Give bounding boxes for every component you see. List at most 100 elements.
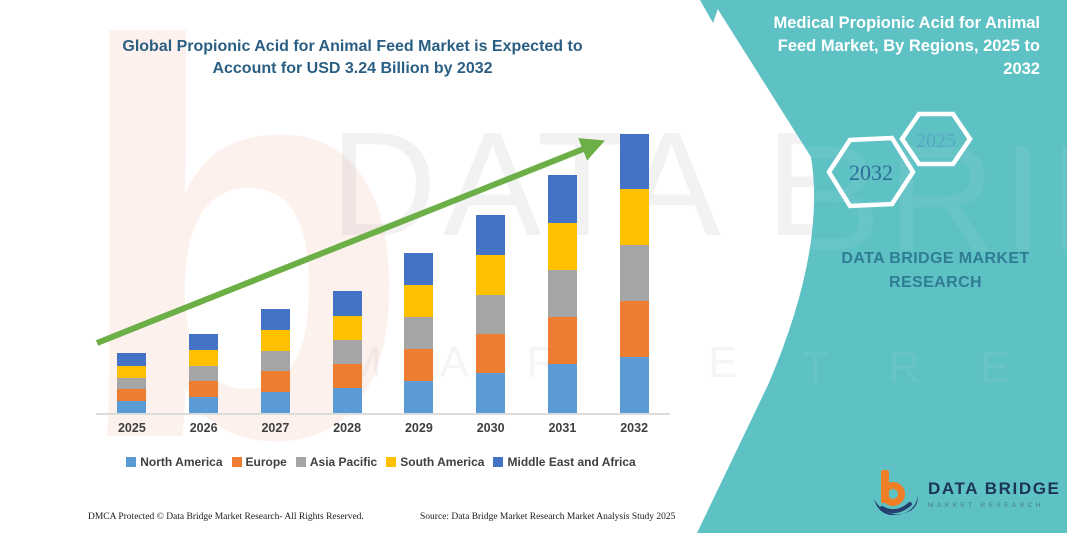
legend-item: North America [126, 455, 223, 469]
bar-segment [189, 350, 219, 366]
bar-segment [404, 253, 434, 285]
x-axis-label-2030: 2030 [476, 421, 505, 435]
x-axis-labels: 2025 2026 2027 2028 2029 2030 2031 2032 [96, 421, 670, 435]
bar-segment [404, 285, 434, 317]
bar-segment [260, 351, 290, 371]
bar-column-2030 [455, 130, 527, 413]
legend-swatch-icon [386, 457, 397, 467]
logo-name-text: DATA BRIDGE [928, 479, 1061, 498]
bar-segment [476, 255, 506, 295]
bar-column-2027 [240, 130, 312, 413]
source-note: Source: Data Bridge Market Research Mark… [420, 512, 676, 522]
bar-column-2025 [96, 130, 168, 413]
hexagon-2032-label: 2032 [849, 160, 893, 185]
bar-column-2028 [311, 130, 383, 413]
bar-column-2026 [168, 130, 240, 413]
stacked-bar-2031 [547, 175, 577, 413]
year-hexagons: 2032 2025 [826, 111, 973, 209]
bar-segment [260, 309, 290, 330]
bar-segment [189, 397, 219, 413]
databridge-logo-icon [874, 470, 918, 516]
sidebar-brand-line2: RESEARCH [889, 274, 982, 291]
bar-column-2032 [598, 130, 670, 413]
chart-title-line1: Global Propionic Acid for Animal Feed Ma… [122, 38, 583, 55]
bar-segment [117, 378, 147, 389]
x-axis-label-2032: 2032 [620, 421, 649, 435]
chart-title: Global Propionic Acid for Animal Feed Ma… [75, 36, 630, 80]
legend-label: Asia Pacific [309, 455, 378, 469]
bar-chart-plot-area [96, 130, 670, 415]
legend-label: Europe [245, 455, 287, 469]
bar-segment [547, 317, 577, 364]
bar-segment [619, 301, 649, 357]
legend-swatch-icon [295, 457, 306, 467]
stacked-bar-2025 [117, 353, 147, 413]
chart-title-line2: Account for USD 3.24 Billion by 2032 [212, 60, 493, 77]
bar-segment [332, 316, 362, 340]
bar-segment [117, 401, 147, 413]
stacked-bar-2029 [404, 253, 434, 413]
legend-label: North America [140, 455, 223, 469]
bar-segment [332, 291, 362, 316]
teal-corner-sliver [700, 0, 721, 23]
bar-segment [619, 357, 649, 413]
legend-item: Europe [231, 455, 287, 469]
bar-segment [117, 366, 147, 378]
bar-column-2031 [527, 130, 599, 413]
sidebar-brand-text: DATA BRIDGE MARKET RESEARCH [833, 247, 1038, 295]
hexagon-2025 [899, 111, 973, 167]
legend-swatch-icon [231, 457, 242, 467]
sidebar-brand-line1: DATA BRIDGE MARKET [841, 250, 1030, 267]
bar-segment [117, 389, 147, 401]
x-axis-label-2025: 2025 [117, 421, 146, 435]
legend-swatch-icon [493, 457, 504, 467]
bar-segment [619, 189, 649, 245]
bar-segment [476, 334, 506, 373]
legend-item: Asia Pacific [295, 455, 378, 469]
x-axis-label-2031: 2031 [548, 421, 577, 435]
bar-segment [189, 366, 219, 381]
databridge-logo: DATA BRIDGE MARKET RESEARCH [872, 468, 1061, 520]
bar-segment [189, 334, 219, 350]
legend-label: South America [400, 455, 485, 469]
logo-subtitle-text: MARKET RESEARCH [928, 502, 1044, 509]
bar-segment [404, 317, 434, 349]
bar-segment [476, 215, 506, 255]
legend-label: Middle East and Africa [507, 455, 636, 469]
dmca-notice: DMCA Protected © Data Bridge Market Rese… [88, 512, 364, 522]
hexagon-2025-label: 2025 [916, 130, 956, 152]
legend-swatch-icon [126, 457, 137, 467]
stacked-bar-2032 [619, 134, 649, 413]
bar-segment [117, 353, 147, 366]
bar-segment [332, 388, 362, 413]
bar-segment [404, 349, 434, 381]
stacked-bar-2027 [260, 309, 290, 413]
bar-segment [332, 340, 362, 364]
bar-segment [619, 134, 649, 189]
x-axis-label-2028: 2028 [333, 421, 362, 435]
bar-segment [404, 381, 434, 413]
hexagon-2032 [826, 135, 916, 209]
legend-item: Middle East and Africa [493, 455, 636, 469]
bar-segment [619, 245, 649, 301]
bar-segment [332, 364, 362, 388]
stacked-bar-2026 [189, 334, 219, 413]
bar-segment [476, 373, 506, 413]
bar-segment [260, 330, 290, 351]
bar-segment [476, 295, 506, 334]
bar-segment [547, 175, 577, 223]
bar-segment [547, 223, 577, 270]
x-axis-label-2026: 2026 [189, 421, 218, 435]
legend-item: South America [386, 455, 484, 469]
stacked-bar-2030 [476, 215, 506, 413]
chart-legend: North America Europe Asia Pacific South Ame… [85, 455, 677, 469]
bar-segment [260, 392, 290, 413]
bar-segment [547, 364, 577, 413]
sidebar-title: Medical Propionic Acid for Animal Feed M… [773, 14, 1040, 78]
bar-column-2029 [383, 130, 455, 413]
x-axis-label-2029: 2029 [404, 421, 433, 435]
bar-segment [547, 270, 577, 317]
stacked-bar-2028 [332, 291, 362, 413]
